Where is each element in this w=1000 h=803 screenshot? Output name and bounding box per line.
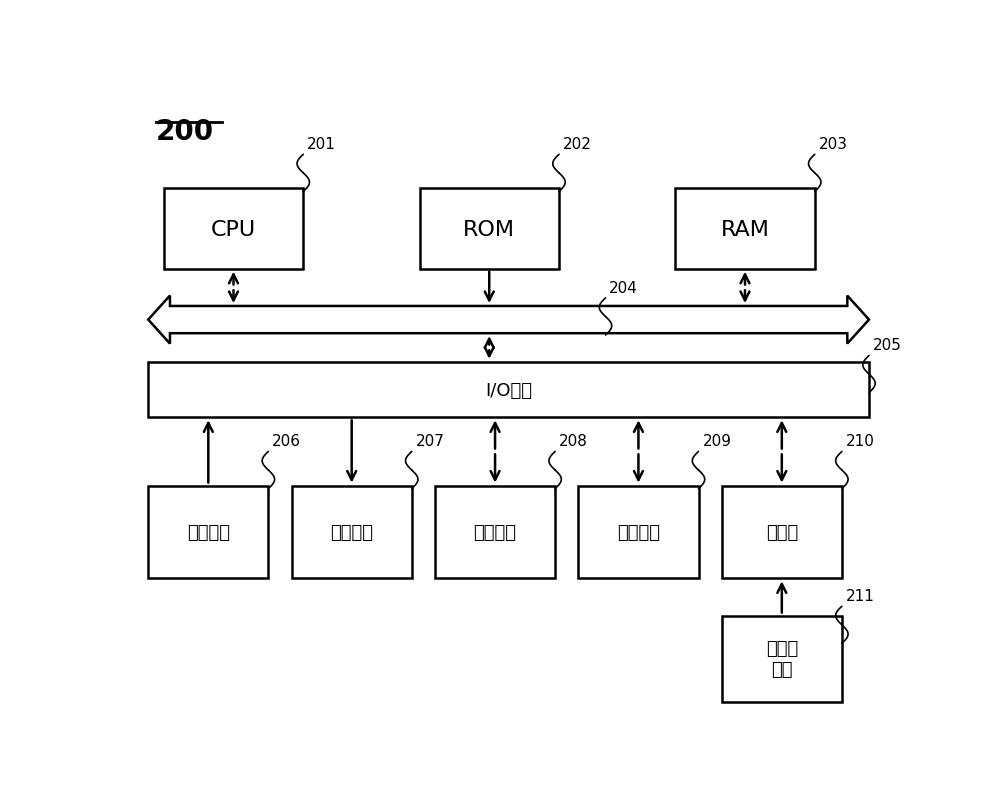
- Text: CPU: CPU: [211, 219, 256, 239]
- Bar: [420, 190, 559, 270]
- Text: 驱动器: 驱动器: [766, 524, 798, 541]
- Bar: [148, 362, 869, 418]
- Text: RAM: RAM: [721, 219, 769, 239]
- Text: 209: 209: [702, 434, 731, 449]
- Text: ROM: ROM: [463, 219, 515, 239]
- Text: 208: 208: [559, 434, 588, 449]
- Text: 储存部分: 储存部分: [474, 524, 517, 541]
- Text: 211: 211: [846, 589, 875, 603]
- Text: 210: 210: [846, 434, 875, 449]
- Text: 输入部分: 输入部分: [187, 524, 230, 541]
- Text: I/O接口: I/O接口: [485, 381, 532, 399]
- Text: 200: 200: [156, 118, 214, 146]
- Bar: [722, 486, 842, 579]
- Bar: [675, 190, 815, 270]
- Text: 205: 205: [873, 338, 902, 353]
- Polygon shape: [148, 296, 869, 344]
- Bar: [578, 486, 698, 579]
- Text: 202: 202: [563, 137, 592, 152]
- Text: 输出部分: 输出部分: [330, 524, 373, 541]
- Bar: [292, 486, 412, 579]
- Text: 可拆卸
介质: 可拆卸 介质: [766, 640, 798, 679]
- Text: 203: 203: [819, 137, 848, 152]
- Text: 204: 204: [609, 280, 638, 296]
- Text: 通信部分: 通信部分: [617, 524, 660, 541]
- Bar: [722, 616, 842, 703]
- Bar: [164, 190, 303, 270]
- Text: 201: 201: [307, 137, 336, 152]
- Bar: [435, 486, 555, 579]
- Text: 206: 206: [272, 434, 301, 449]
- Bar: [148, 486, 268, 579]
- Text: 207: 207: [416, 434, 444, 449]
